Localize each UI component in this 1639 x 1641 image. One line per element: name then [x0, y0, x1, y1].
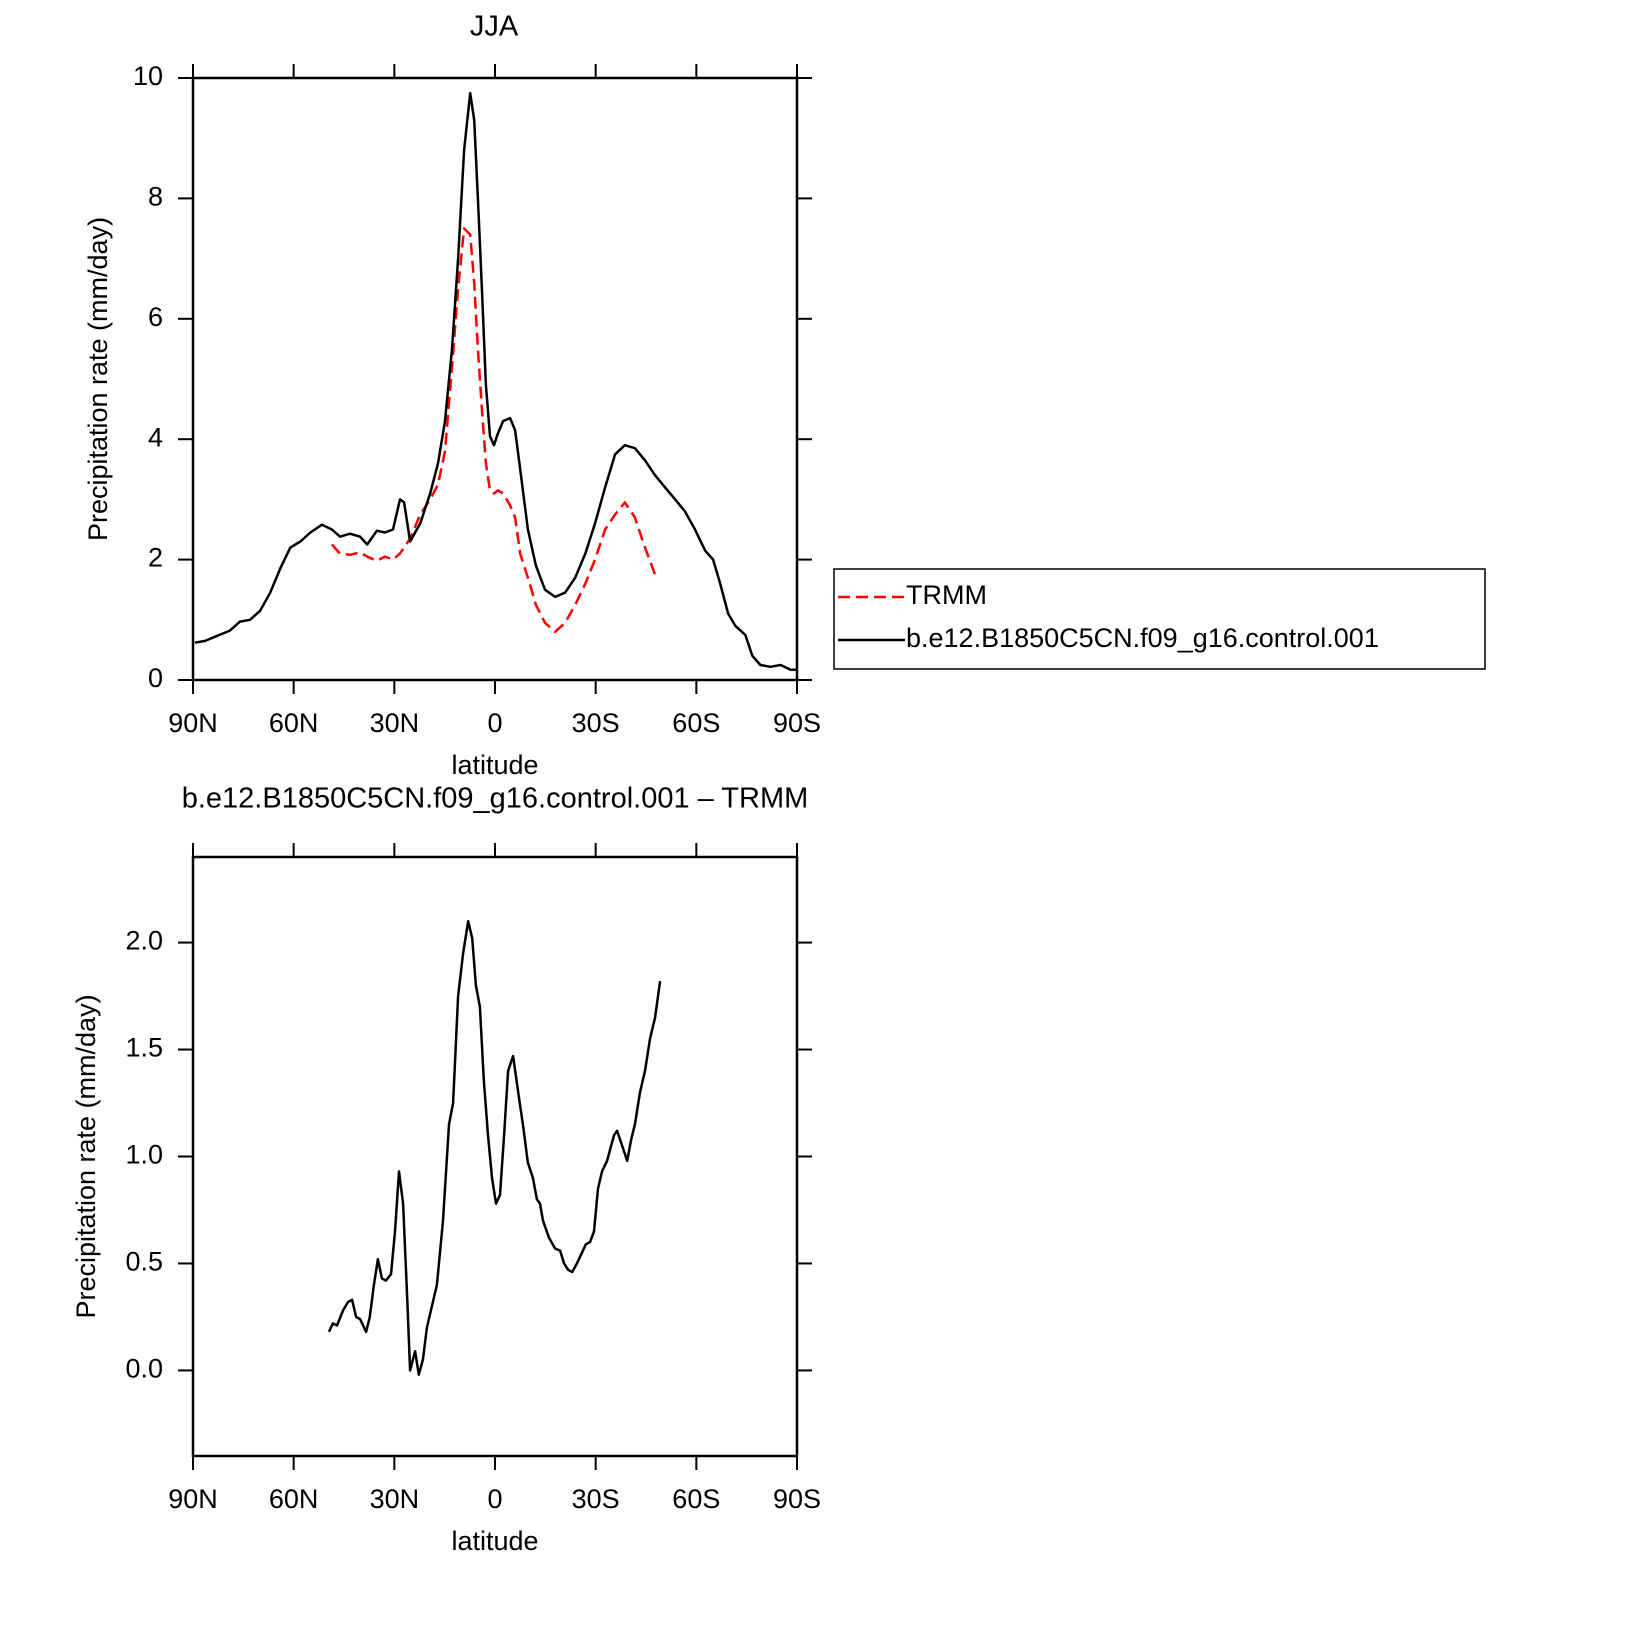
- chart-title: b.e12.B1850C5CN.f09_g16.control.001 – TR…: [182, 783, 809, 815]
- x-tick-label: 30S: [572, 1484, 620, 1514]
- plot-frame: [191, 855, 799, 1458]
- x-tick-label: 30S: [572, 708, 620, 738]
- x-tick-label: 0: [487, 708, 502, 738]
- x-tick-label: 90S: [773, 708, 821, 738]
- x-tick-label: 0: [487, 1484, 502, 1514]
- data-line: [330, 227, 657, 634]
- y-tick-label: 0.5: [125, 1247, 163, 1277]
- chart-title: JJA: [470, 11, 519, 43]
- x-tick-label: 60N: [269, 1484, 319, 1514]
- y-tick-label: 6: [148, 302, 163, 332]
- x-tick-label: 60S: [672, 1484, 720, 1514]
- legend-box: [833, 568, 1486, 670]
- x-tick-label: 90N: [168, 708, 218, 738]
- x-tick-label: 90S: [773, 1484, 821, 1514]
- y-axis-label: Precipitation rate (mm/day): [83, 217, 113, 541]
- y-tick-label: 2.0: [125, 926, 163, 956]
- plot-frame: [191, 76, 799, 682]
- x-tick-label: 60N: [269, 708, 319, 738]
- x-tick-label: 90N: [168, 1484, 218, 1514]
- y-axis-label: Precipitation rate (mm/day): [71, 994, 101, 1318]
- x-tick-label: 30N: [370, 708, 420, 738]
- y-tick-label: 0: [148, 663, 163, 693]
- legend-label: b.e12.B1850C5CN.f09_g16.control.001: [906, 623, 1379, 653]
- y-tick-label: 4: [148, 422, 163, 452]
- legend-label: TRMM: [906, 580, 987, 610]
- y-tick-label: 1.5: [125, 1033, 163, 1063]
- y-tick-label: 10: [133, 61, 163, 91]
- y-tick-label: 1.0: [125, 1140, 163, 1170]
- y-tick-label: 8: [148, 182, 163, 212]
- data-line: [327, 919, 662, 1376]
- y-tick-label: 0.0: [125, 1354, 163, 1384]
- y-tick-label: 2: [148, 543, 163, 573]
- data-line: [194, 91, 797, 672]
- x-tick-label: 60S: [672, 708, 720, 738]
- x-tick-label: 30N: [370, 1484, 420, 1514]
- x-axis-label: latitude: [451, 750, 538, 780]
- x-axis-label: latitude: [451, 1526, 538, 1556]
